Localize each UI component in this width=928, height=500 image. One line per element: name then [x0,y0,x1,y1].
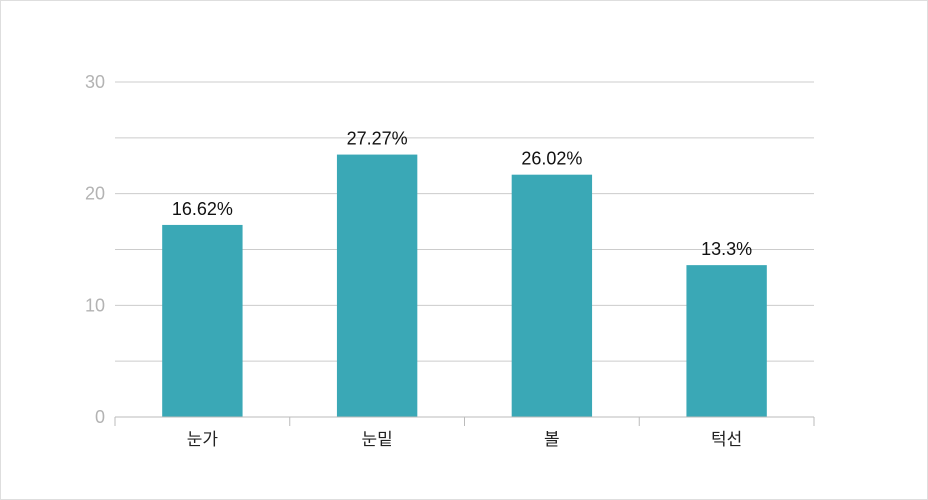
category-label: 눈밑 [361,430,392,450]
data-label: 26.02% [521,149,582,169]
bar [686,265,767,417]
data-labels: 16.62% 27.27% 26.02% 13.3% [172,129,752,260]
bar [511,174,593,417]
bar [336,154,418,418]
bars [162,154,767,418]
y-tick-label: 0 [95,407,105,427]
bar [162,224,243,417]
y-axis-ticks: 0 10 20 30 [85,72,105,427]
category-label: 눈가 [187,430,219,450]
data-label: 13.3% [701,239,752,259]
x-axis-categories: 눈가 눈밑 볼 턱선 [187,430,743,450]
y-tick-label: 20 [85,184,105,204]
category-label: 턱선 [711,430,742,450]
y-tick-label: 30 [85,72,105,92]
data-label: 16.62% [172,199,233,219]
y-tick-label: 10 [85,295,105,315]
x-axis [114,416,815,426]
category-label: 볼 [544,430,560,450]
data-label: 27.27% [347,129,408,149]
